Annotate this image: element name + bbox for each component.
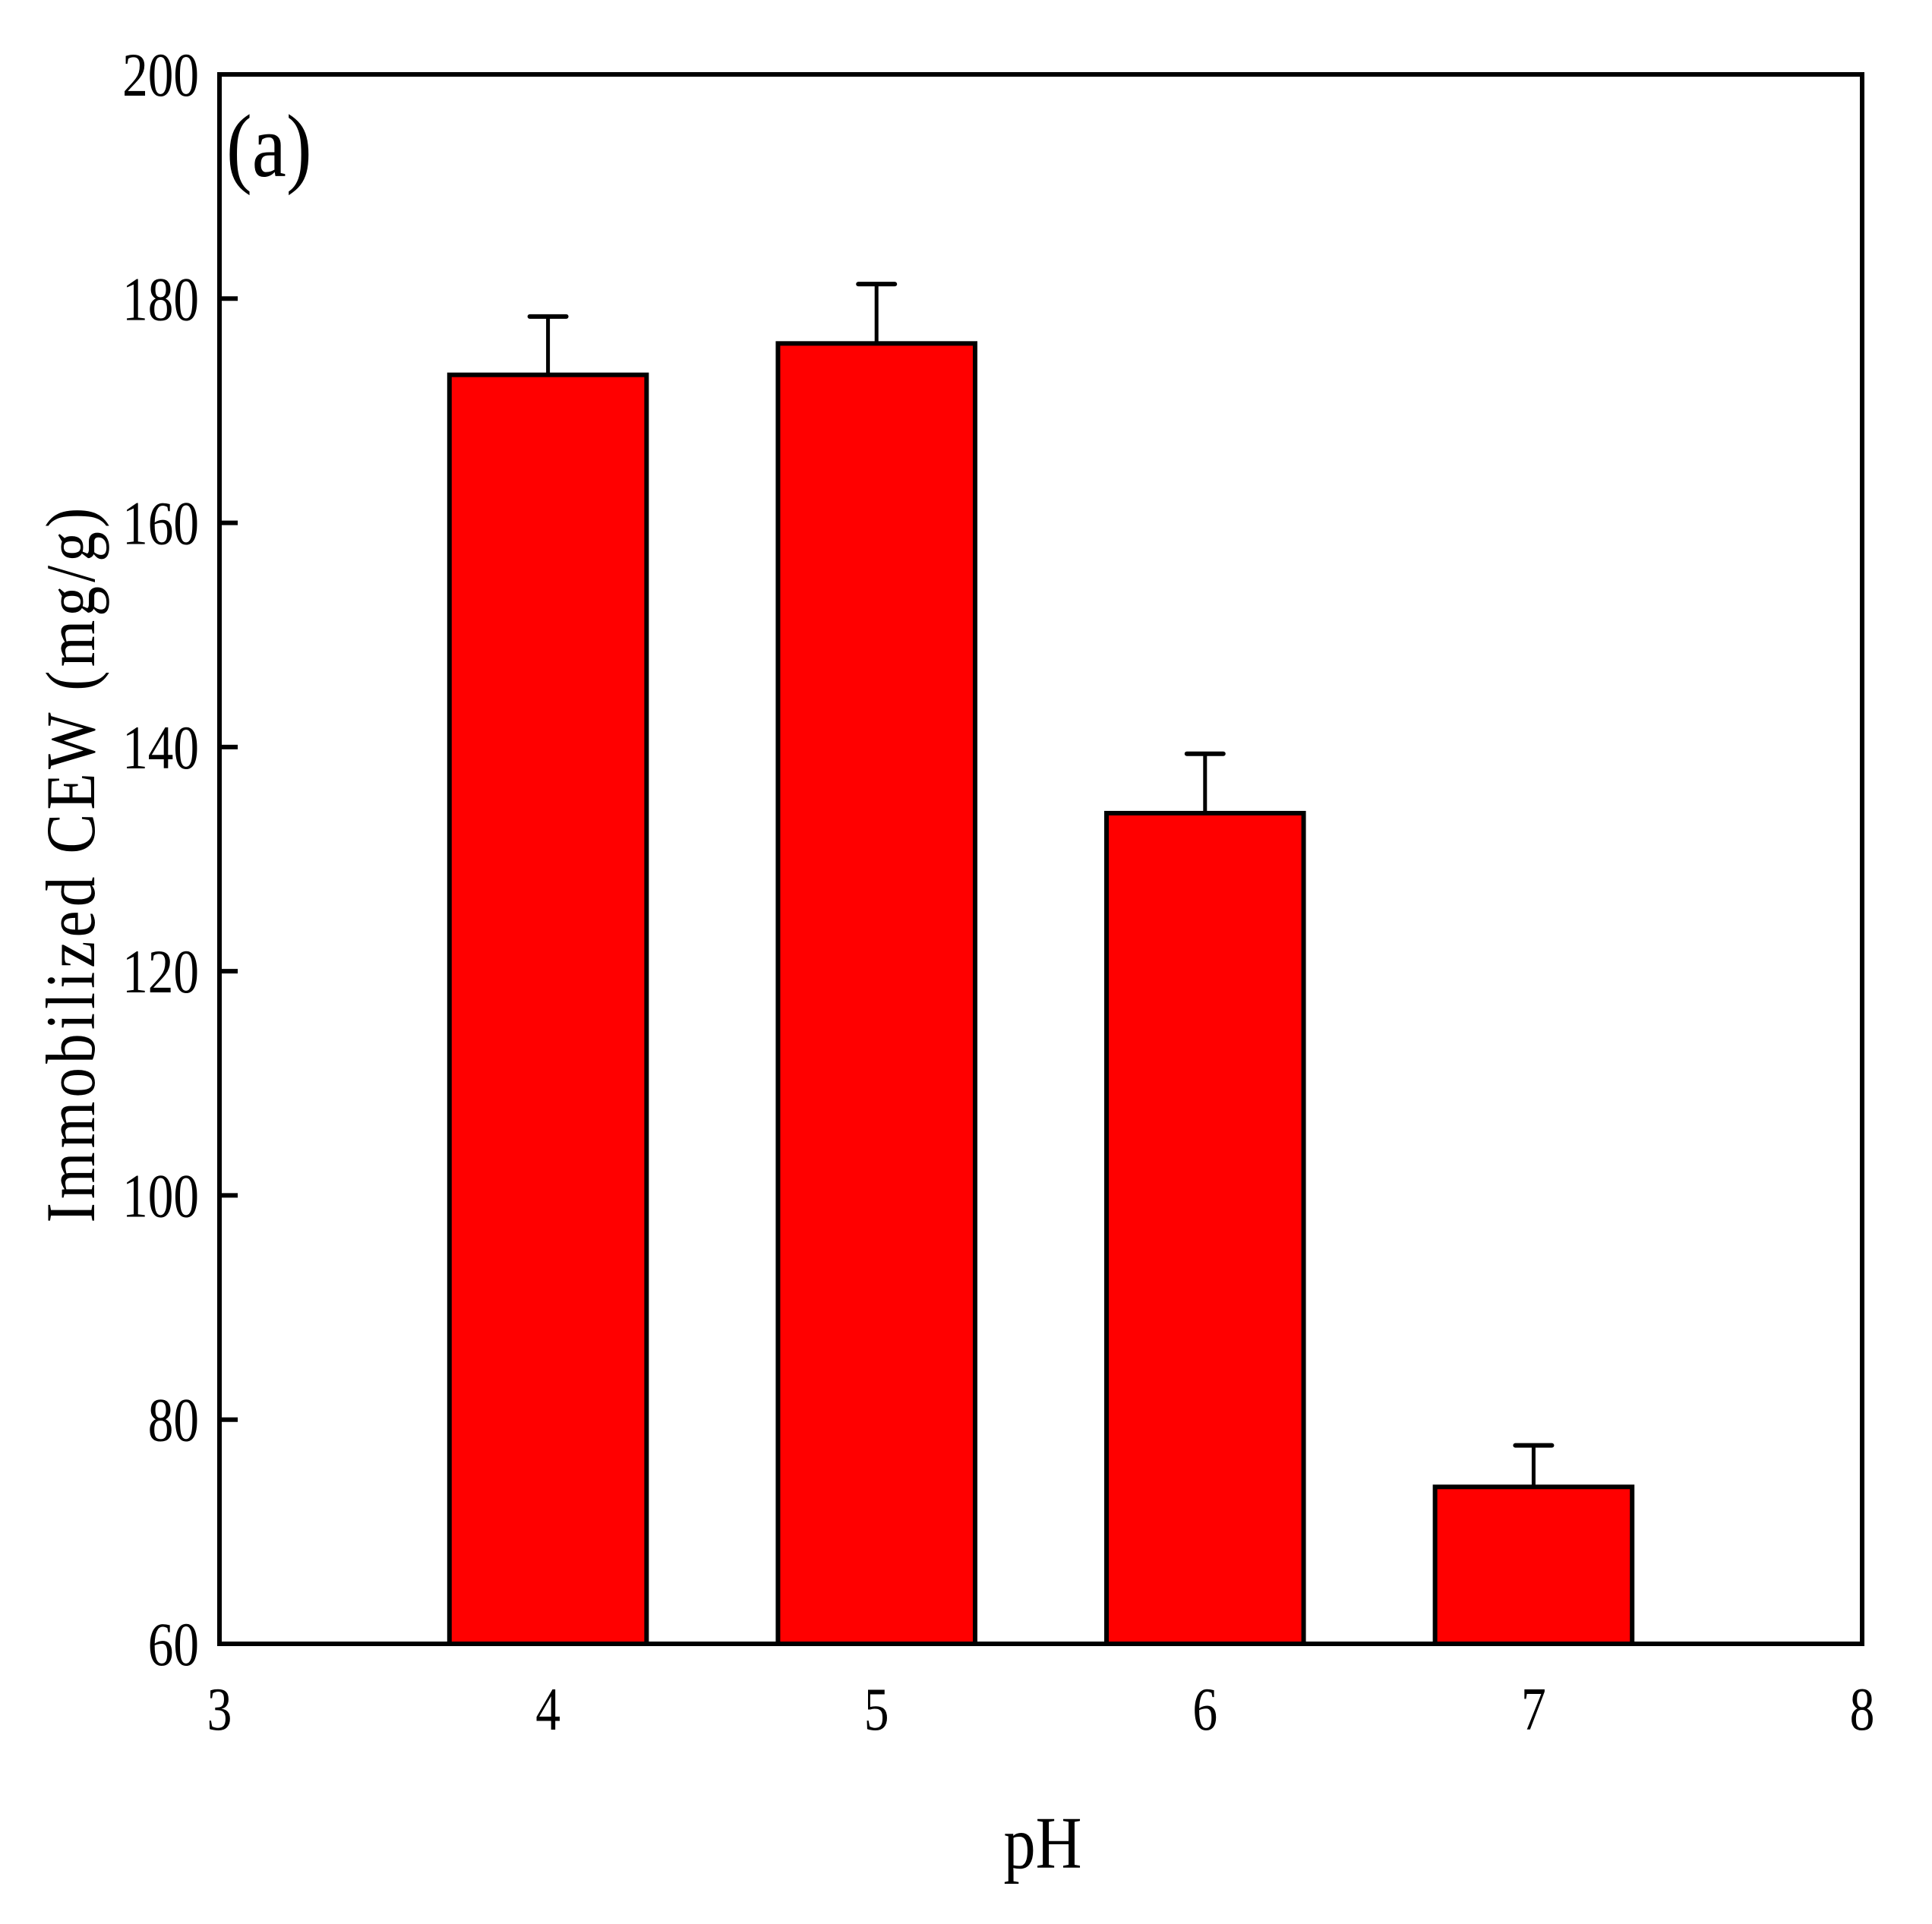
panel-label: (a) — [226, 96, 312, 196]
x-tick-label: 8 — [1850, 1676, 1875, 1743]
y-tick-label: 180 — [122, 265, 199, 334]
y-axis-ticks: 60 80 100 120 140 160 180 200 — [122, 41, 238, 1680]
bar-ph-5 — [775, 341, 977, 1646]
y-tick-label: 140 — [122, 714, 199, 783]
y-tick-label: 60 — [148, 1610, 199, 1680]
bar-ph-7 — [1432, 1484, 1635, 1647]
error-bar-ph-5 — [856, 282, 898, 344]
y-tick-label: 80 — [148, 1386, 199, 1456]
bars-layer — [447, 341, 1635, 1647]
y-axis-label: Immobilized CEW (mg/g) — [33, 503, 110, 1222]
error-bar-ph-4 — [527, 314, 569, 375]
error-bars-layer — [527, 282, 1555, 1487]
y-tick-label: 100 — [122, 1162, 199, 1231]
error-bar-ph-7 — [1513, 1443, 1555, 1487]
y-tick-label: 200 — [122, 41, 199, 110]
x-tick-label: 5 — [864, 1676, 889, 1743]
x-tick-label: 3 — [207, 1676, 232, 1743]
y-tick-label: 160 — [122, 489, 199, 558]
error-bar-ph-6 — [1184, 751, 1226, 813]
x-tick-label: 4 — [535, 1676, 560, 1743]
plot-frame — [217, 72, 1864, 1646]
x-axis-label: pH — [1004, 1802, 1082, 1884]
x-tick-label: 7 — [1521, 1676, 1546, 1743]
bar-ph-6 — [1104, 810, 1306, 1646]
bar-ph-4 — [447, 372, 649, 1646]
y-tick-label: 120 — [122, 938, 199, 1007]
x-tick-label: 6 — [1192, 1676, 1217, 1743]
x-axis-ticks: 3 4 5 6 7 8 — [207, 1676, 1875, 1743]
